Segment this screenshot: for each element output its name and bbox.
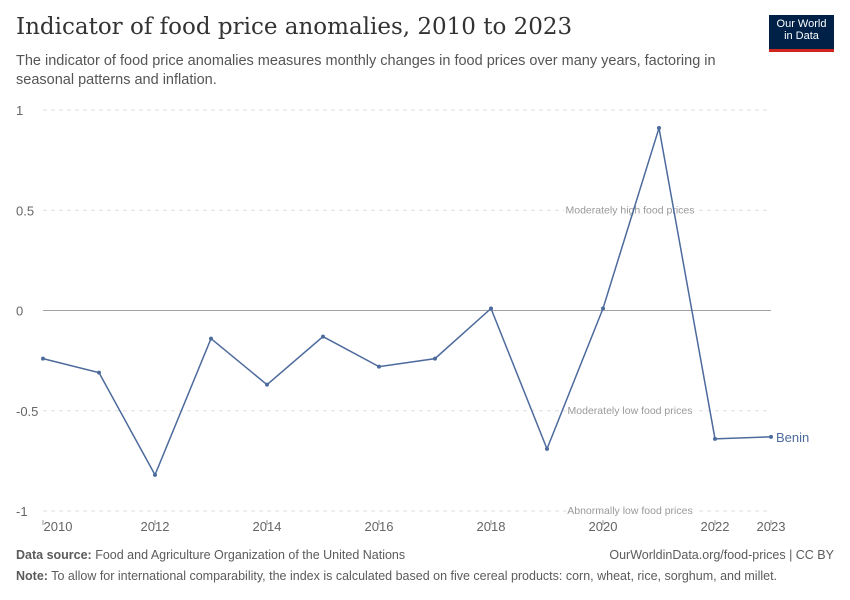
source-label: Data source: (16, 548, 92, 562)
x-tick-label: 2020 (589, 519, 618, 534)
note: Note: To allow for international compara… (16, 569, 777, 583)
series-label: Benin (776, 430, 809, 445)
x-tick-label: 2023 (757, 519, 786, 534)
data-source: Data source: Food and Agriculture Organi… (16, 548, 405, 562)
data-point (377, 364, 381, 369)
data-point (545, 446, 549, 451)
x-tick-label: 2016 (365, 519, 394, 534)
line-chart: 1 0.5 0 -0.5 -1 Moderately high food prices Mo… (16, 103, 809, 534)
x-tick-label: 2022 (701, 519, 730, 534)
data-point (601, 306, 605, 311)
y-tick-label: 0.5 (16, 203, 34, 218)
y-tick-label: -1 (16, 504, 28, 519)
data-point (769, 434, 773, 439)
data-point (321, 334, 325, 339)
series-line-benin (42, 127, 772, 477)
band-annotation: Moderately low food prices (568, 405, 693, 417)
source-text: Food and Agriculture Organization of the… (95, 548, 406, 562)
chart-title: Indicator of food price anomalies, 2010 … (16, 14, 573, 40)
note-label: Note: (16, 569, 48, 583)
x-tick-label: 2010 (44, 519, 73, 534)
x-tick-label: 2014 (253, 519, 282, 534)
data-point (489, 306, 493, 311)
x-tick-label: 2012 (141, 519, 170, 534)
y-tick-label: 1 (16, 103, 23, 118)
data-point (153, 472, 157, 477)
owid-logo[interactable]: Our World in Data (769, 15, 834, 52)
data-point (209, 336, 213, 341)
data-point (713, 436, 717, 441)
band-annotation: Abnormally low food prices (567, 505, 692, 517)
chart-subtitle: The indicator of food price anomalies me… (16, 53, 716, 88)
data-point (265, 382, 269, 387)
data-point (433, 356, 437, 361)
data-point (657, 126, 661, 131)
logo-line1: Our World (776, 18, 827, 30)
data-point (41, 356, 45, 361)
band-annotation: Moderately high food prices (566, 204, 695, 216)
note-text: To allow for international comparability… (51, 569, 778, 583)
logo-line2: in Data (784, 30, 819, 42)
y-tick-label: -0.5 (16, 404, 38, 419)
data-point (97, 370, 101, 375)
source-url-link[interactable]: OurWorldinData.org/food-prices | CC BY (609, 548, 834, 562)
x-tick-label: 2018 (477, 519, 506, 534)
y-tick-label: 0 (16, 304, 23, 319)
